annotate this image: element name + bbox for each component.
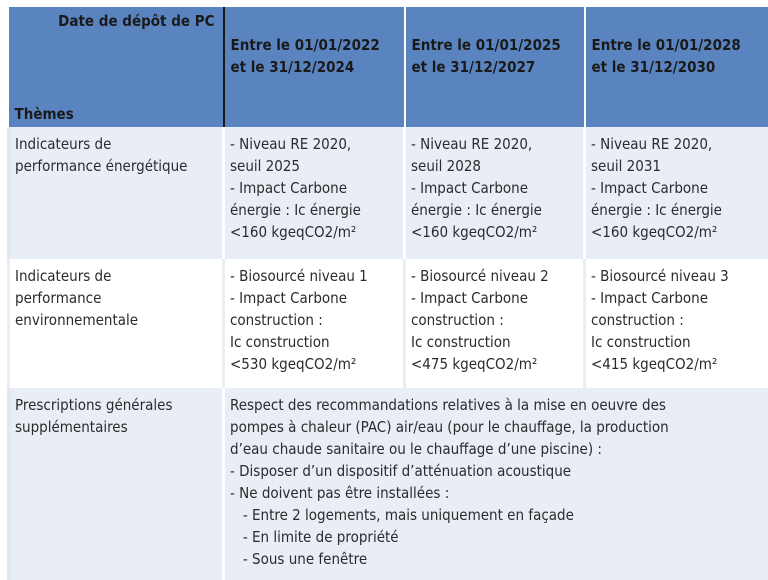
table-cell: - Biosourcé niveau 3 - Impact Carbone co… [585,259,768,387]
table-cell: - Niveau RE 2020, seuil 2028 - Impact Ca… [405,127,585,259]
theme-cell: Indicateurs de performance environnement… [9,259,224,387]
table-cell: - Niveau RE 2020, seuil 2031 - Impact Ca… [585,127,768,259]
table-row: Prescriptions générales supplémentaires … [9,387,768,580]
prescriptions-cell: Respect des recommandations relatives à … [224,387,768,580]
date-depot-label: Date de dépôt de PC [58,10,214,32]
table-cell: - Biosourcé niveau 1 - Impact Carbone co… [224,259,405,387]
table-cell: - Biosourcé niveau 2 - Impact Carbone co… [405,259,585,387]
table-row: Indicateurs de performance environnement… [9,259,768,387]
corner-header: Date de dépôt de PC Thèmes [9,7,224,127]
theme-cell: Indicateurs de performance énergétique [9,127,224,259]
table-row: Indicateurs de performance énergétique -… [9,127,768,259]
period-header-2: Entre le 01/01/2025 et le 31/12/2027 [405,7,585,127]
themes-label: Thèmes [15,103,74,125]
period-header-1: Entre le 01/01/2022 et le 31/12/2024 [224,7,405,127]
table-cell: - Niveau RE 2020, seuil 2025 - Impact Ca… [224,127,405,259]
period-header-3: Entre le 01/01/2028 et le 31/12/2030 [585,7,768,127]
requirements-table: Date de dépôt de PC Thèmes Entre le 01/0… [7,7,768,580]
header-row: Date de dépôt de PC Thèmes Entre le 01/0… [9,7,768,127]
theme-cell: Prescriptions générales supplémentaires [9,387,224,580]
